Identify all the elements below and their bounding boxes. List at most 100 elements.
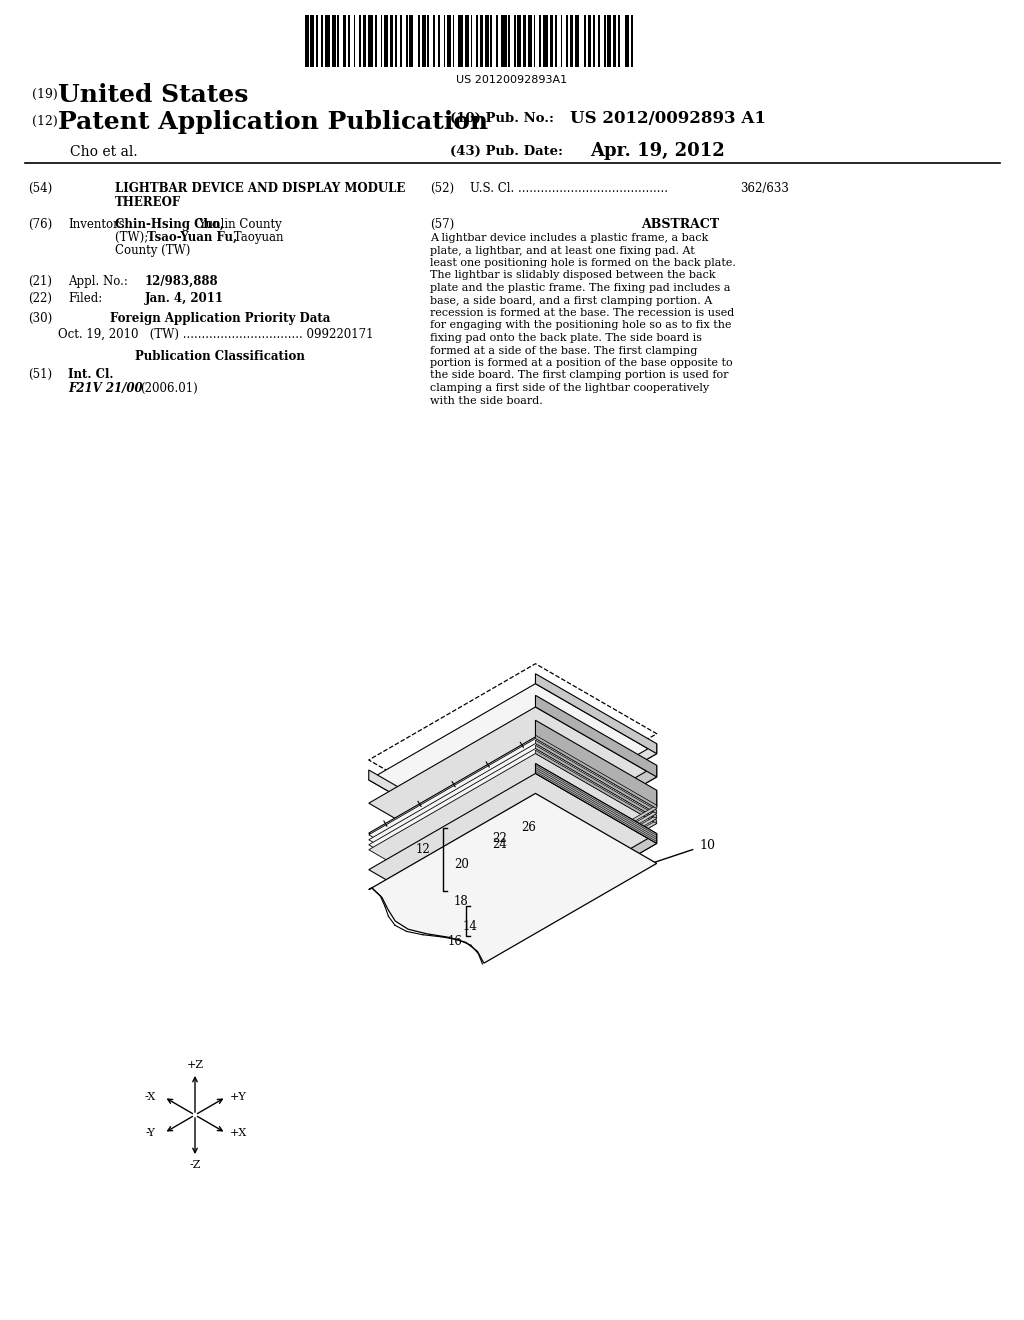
Bar [305,15,308,67]
Bar [315,15,317,67]
Polygon shape [490,820,656,920]
Text: (2006.01): (2006.01) [140,381,198,395]
Polygon shape [369,774,656,940]
Text: 22: 22 [493,832,507,845]
Text: base, a side board, and a first clamping portion. A: base, a side board, and a first clamping… [430,296,713,305]
Text: US 2012/0092893 A1: US 2012/0092893 A1 [570,110,766,127]
Text: F21V 21/00: F21V 21/00 [68,381,142,395]
Bar [569,15,573,67]
Bar [389,15,393,67]
Bar [523,15,526,67]
Polygon shape [511,818,539,838]
Text: plate and the plastic frame. The fixing pad includes a: plate and the plastic frame. The fixing … [430,282,730,293]
Bar [400,15,402,67]
Text: 12: 12 [416,843,430,857]
Polygon shape [536,735,656,809]
Text: +Y: +Y [229,1092,247,1102]
Polygon shape [490,833,656,940]
Text: Foreign Application Priority Data: Foreign Application Priority Data [110,312,331,325]
Text: Filed:: Filed: [68,292,102,305]
Text: Patent Application Publication: Patent Application Publication [58,110,488,135]
Text: 14: 14 [463,920,478,933]
Polygon shape [369,738,656,904]
Text: (57): (57) [430,218,455,231]
Text: (30): (30) [28,312,52,325]
Bar [514,15,516,67]
Bar [422,15,426,67]
Bar [362,15,367,67]
Text: (51): (51) [28,368,52,381]
Bar [496,15,498,67]
Bar [458,15,464,67]
Bar [384,15,388,67]
Bar [465,15,469,67]
Polygon shape [369,754,656,920]
Text: least one positioning hole is formed on the back plate.: least one positioning hole is formed on … [430,257,736,268]
Bar [479,15,483,67]
Text: 26: 26 [521,821,537,834]
Bar [395,15,397,67]
Text: 12/983,888: 12/983,888 [145,275,219,288]
Text: the side board. The first clamping portion is used for: the side board. The first clamping porti… [430,371,728,380]
Text: 20: 20 [454,858,469,871]
Bar [438,15,440,67]
Text: (19): (19) [32,88,57,102]
Bar [517,15,521,67]
Bar [575,15,579,67]
Polygon shape [369,793,656,964]
Text: (52): (52) [430,182,454,195]
Bar [534,15,536,67]
Text: 16: 16 [447,935,463,948]
Bar [348,15,350,67]
Bar [618,15,620,67]
Bar [410,15,413,67]
Text: Chin-Hsing Cho,: Chin-Hsing Cho, [115,218,224,231]
Bar [555,15,557,67]
Polygon shape [496,834,508,846]
Polygon shape [490,766,656,874]
Bar [485,15,488,67]
Text: plate, a lightbar, and at least one fixing pad. At: plate, a lightbar, and at least one fixi… [430,246,694,256]
Text: for engaging with the positioning hole so as to fix the: for engaging with the positioning hole s… [430,321,731,330]
Text: ABSTRACT: ABSTRACT [641,218,719,231]
Bar [612,15,616,67]
Text: A lightbar device includes a plastic frame, a back: A lightbar device includes a plastic fra… [430,234,709,243]
Text: Cho et al.: Cho et al. [70,145,137,158]
Bar [419,15,420,67]
Text: with the side board.: with the side board. [430,396,543,405]
Text: Tsao-Yuan Fu,: Tsao-Yuan Fu, [147,231,238,244]
Text: THEREOF: THEREOF [115,195,181,209]
Bar [368,15,374,67]
Text: United States: United States [58,83,249,107]
Text: recession is formed at the base. The recession is used: recession is formed at the base. The rec… [430,308,734,318]
Text: The lightbar is slidably disposed between the back: The lightbar is slidably disposed betwee… [430,271,716,281]
Bar [375,15,377,67]
Text: clamping a first side of the lightbar cooperatively: clamping a first side of the lightbar co… [430,383,710,393]
Bar [332,15,336,67]
Bar [560,15,562,67]
Bar [593,15,595,67]
Bar [588,15,591,67]
Polygon shape [369,770,490,850]
Polygon shape [536,673,656,754]
Polygon shape [536,696,656,777]
Text: Inventors:: Inventors: [68,218,129,231]
Text: (12): (12) [32,115,57,128]
Polygon shape [499,843,504,850]
Text: (21): (21) [28,275,52,288]
Bar [539,15,541,67]
Text: -X: -X [144,1092,156,1102]
Bar [427,15,429,67]
Bar [443,15,445,67]
Bar [433,15,434,67]
Text: LIGHTBAR DEVICE AND DISPLAY MODULE: LIGHTBAR DEVICE AND DISPLAY MODULE [115,182,406,195]
Bar [607,15,611,67]
Bar [476,15,478,67]
Bar [406,15,408,67]
Polygon shape [536,741,656,813]
Text: County (TW): County (TW) [115,244,190,257]
Polygon shape [490,810,656,909]
Text: Publication Classification: Publication Classification [135,350,305,363]
Text: (10) Pub. No.:: (10) Pub. No.: [450,112,554,125]
Bar [310,15,314,67]
